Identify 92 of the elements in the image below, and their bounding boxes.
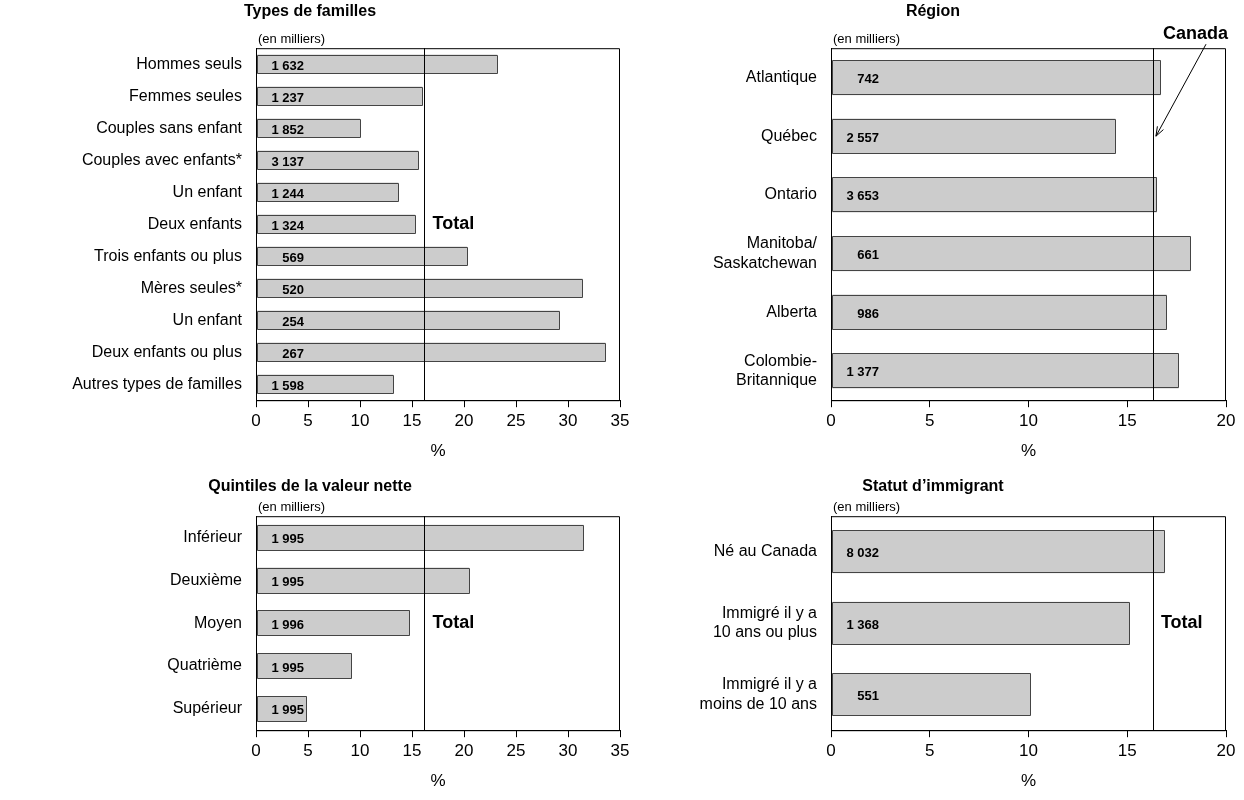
- annotation: 2 557: [846, 129, 879, 145]
- text: (en milliers): [258, 499, 326, 515]
- annotation: 569: [282, 249, 304, 265]
- x-axis-title: %: [430, 441, 446, 461]
- annotation: 267: [282, 345, 304, 361]
- x-tick-label: 10: [1019, 741, 1038, 761]
- chart-title: Types de familles: [243, 2, 377, 20]
- x-axis-title: %: [1020, 771, 1037, 791]
- y-tick-label: Mères seules*: [140, 278, 242, 296]
- y-tick-label: Deuxième: [169, 570, 243, 588]
- annotation: 3 137: [271, 153, 304, 169]
- y-tick-label: Supérieur: [172, 699, 243, 717]
- y-tick-label: Hommes seuls: [136, 54, 242, 72]
- y-tick-label: Deux enfants ou plus: [91, 342, 242, 360]
- y-tick-label: Couples sans enfant: [96, 118, 243, 136]
- x-tick-label: 20: [454, 411, 474, 431]
- annotation: 1 995: [271, 531, 304, 547]
- annotation: 8 032: [846, 545, 879, 561]
- annotation: 3 653: [846, 188, 879, 204]
- y-tick-label: Quatrième: [167, 656, 243, 674]
- x-tick-label: 5: [925, 411, 935, 431]
- y-tick-label: Immigré il y a 10 ans ou plus: [712, 604, 818, 641]
- chart-title: Quintiles de la valeur nette: [208, 477, 412, 495]
- annotation: 520: [282, 281, 304, 297]
- y-tick-label: Immigré il y a moins de 10 ans: [699, 675, 818, 712]
- x-tick-label: 20: [454, 741, 474, 761]
- x-axis-title: %: [430, 771, 446, 791]
- annotation: 1 324: [271, 217, 305, 233]
- x-tick-label: 25: [506, 741, 526, 761]
- x-tick-label: 0: [826, 411, 836, 431]
- annotation: 1 995: [271, 702, 304, 718]
- y-tick-label: Né au Canada: [713, 542, 818, 560]
- y-tick-label: Alberta: [766, 302, 818, 320]
- annotation: 986: [857, 305, 879, 321]
- y-tick-label: Ontario: [764, 185, 818, 203]
- annotation: 551: [857, 688, 879, 704]
- text: (en milliers): [833, 31, 901, 47]
- x-tick-label: 35: [610, 741, 630, 761]
- annotation: 742: [857, 71, 879, 87]
- annotation: 1 377: [846, 364, 879, 380]
- y-tick-label: Moyen: [193, 613, 242, 631]
- annotation: 1 995: [271, 573, 304, 589]
- x-tick-label: 15: [1117, 411, 1137, 431]
- ref-line-label: Total: [432, 612, 475, 633]
- annotation: 1 368: [846, 616, 879, 632]
- x-tick-label: 10: [1019, 411, 1038, 431]
- y-tick-label: Couples avec enfants*: [81, 150, 242, 168]
- x-tick-label: 15: [402, 741, 422, 761]
- x-tick-label: 20: [1216, 411, 1236, 431]
- annotation: 1 996: [271, 616, 304, 632]
- text: (en milliers): [258, 31, 326, 47]
- y-tick-label: Inférieur: [183, 528, 243, 546]
- y-tick-label: Un enfant: [172, 182, 243, 200]
- y-tick-label: Autres types de familles: [72, 374, 242, 392]
- x-tick-label: 10: [350, 741, 370, 761]
- ref-line-label: Total: [432, 213, 475, 234]
- annotation: 1 244: [271, 185, 305, 201]
- x-tick-label: 0: [826, 741, 836, 761]
- y-tick-label: Colombie- Britannique: [736, 351, 818, 388]
- y-tick-label: Femmes seules: [129, 86, 242, 104]
- text: (en milliers): [833, 499, 901, 515]
- x-tick-label: 30: [558, 411, 578, 431]
- annotation: 1 632: [271, 57, 304, 73]
- y-tick-label: Atlantique: [745, 67, 818, 85]
- annotation: 254: [282, 313, 305, 329]
- y-tick-label: Québec: [760, 126, 817, 144]
- y-tick-label: Manitoba/ Saskatchewan: [712, 234, 818, 271]
- annotation: 1 237: [271, 89, 304, 105]
- x-tick-label: 25: [506, 411, 526, 431]
- x-tick-label: 15: [402, 411, 422, 431]
- x-tick-label: 5: [303, 411, 313, 431]
- x-tick-label: 20: [1216, 741, 1236, 761]
- x-tick-label: 5: [303, 741, 313, 761]
- x-axis-title: %: [1020, 441, 1037, 461]
- y-tick-label: Un enfant: [172, 310, 243, 328]
- y-tick-label: Trois enfants ou plus: [94, 246, 242, 264]
- x-tick-label: 30: [558, 741, 578, 761]
- chart-title: Statut d’immigrant: [862, 477, 1005, 495]
- annotation: 1 995: [271, 659, 304, 675]
- x-tick-label: 0: [251, 741, 261, 761]
- x-tick-label: 10: [350, 411, 370, 431]
- ref-line-label: Total: [1160, 612, 1203, 633]
- y-tick-label: Deux enfants: [147, 214, 242, 232]
- x-tick-label: 35: [610, 411, 630, 431]
- x-tick-label: 5: [925, 741, 935, 761]
- chart-title: Région: [905, 2, 961, 20]
- x-tick-label: 15: [1117, 741, 1137, 761]
- x-tick-label: 0: [251, 411, 261, 431]
- annotation: 661: [857, 247, 879, 263]
- annotation: 1 852: [271, 121, 304, 137]
- annotation: 1 598: [271, 377, 304, 393]
- annotation: Canada: [1162, 23, 1229, 44]
